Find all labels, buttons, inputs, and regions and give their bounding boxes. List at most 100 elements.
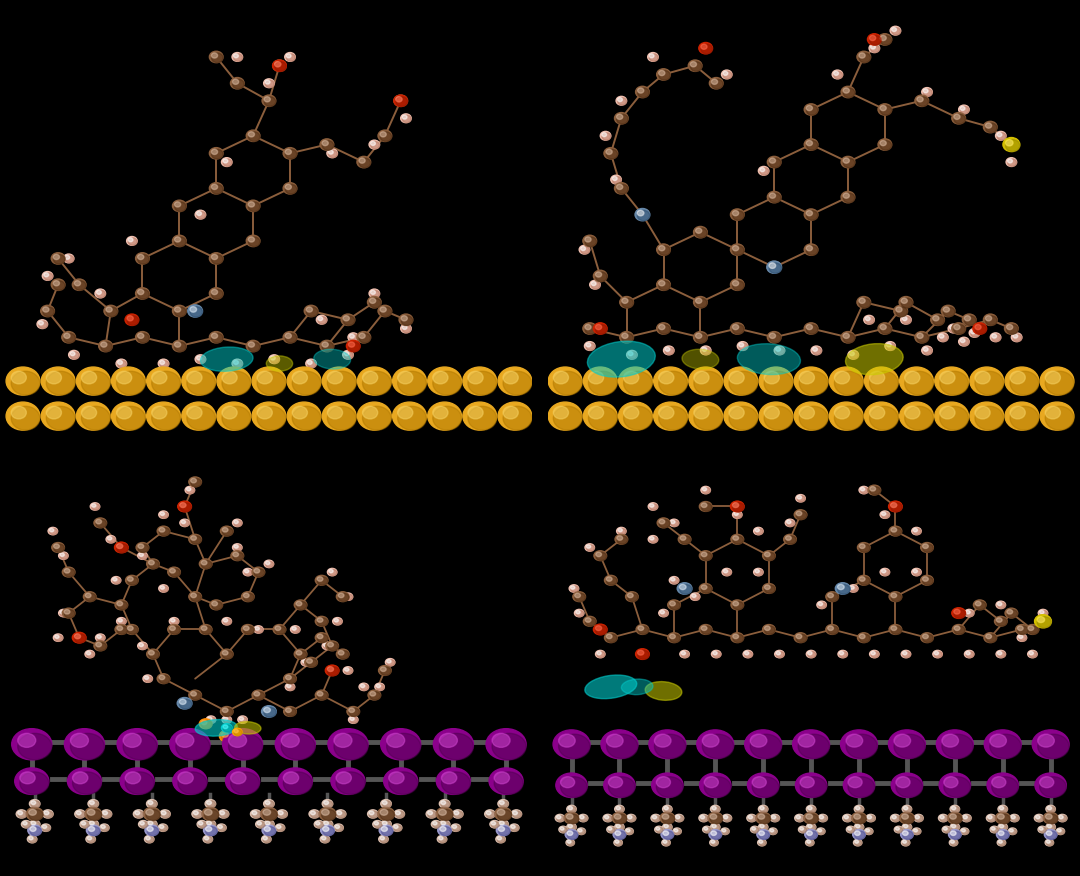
Circle shape — [136, 288, 149, 300]
Circle shape — [30, 827, 36, 831]
Circle shape — [311, 811, 315, 815]
Circle shape — [173, 236, 186, 247]
Circle shape — [652, 816, 661, 822]
Circle shape — [87, 837, 95, 843]
Circle shape — [950, 823, 959, 830]
Circle shape — [442, 772, 457, 784]
Circle shape — [770, 829, 773, 832]
Circle shape — [843, 158, 855, 167]
Circle shape — [904, 807, 908, 809]
Circle shape — [210, 148, 224, 159]
Circle shape — [607, 734, 638, 759]
Circle shape — [951, 807, 956, 809]
Circle shape — [769, 263, 775, 268]
Circle shape — [65, 256, 70, 259]
Circle shape — [428, 811, 436, 818]
Circle shape — [125, 576, 138, 585]
Circle shape — [901, 298, 913, 308]
Circle shape — [769, 828, 778, 835]
Circle shape — [279, 811, 283, 815]
Circle shape — [664, 807, 672, 813]
Circle shape — [589, 406, 604, 419]
Circle shape — [606, 576, 617, 585]
Circle shape — [1057, 815, 1067, 822]
Circle shape — [701, 44, 711, 53]
Circle shape — [386, 659, 395, 666]
Circle shape — [649, 730, 686, 759]
Circle shape — [933, 315, 944, 326]
Circle shape — [615, 814, 621, 819]
Circle shape — [890, 26, 901, 35]
Circle shape — [839, 652, 843, 654]
Circle shape — [17, 733, 52, 759]
Circle shape — [615, 805, 624, 813]
Circle shape — [880, 105, 892, 115]
Circle shape — [212, 184, 217, 189]
Circle shape — [951, 608, 966, 618]
Circle shape — [996, 812, 1010, 823]
Circle shape — [567, 831, 578, 839]
Circle shape — [233, 361, 239, 364]
Circle shape — [575, 593, 580, 597]
Circle shape — [270, 357, 280, 364]
Circle shape — [318, 576, 328, 585]
Circle shape — [106, 535, 116, 543]
Circle shape — [693, 297, 707, 308]
Circle shape — [210, 332, 224, 343]
Circle shape — [468, 371, 497, 395]
Circle shape — [636, 625, 649, 634]
Circle shape — [891, 503, 902, 512]
Circle shape — [212, 53, 224, 63]
Circle shape — [381, 827, 388, 831]
Circle shape — [273, 625, 286, 634]
Circle shape — [380, 837, 384, 840]
Circle shape — [252, 402, 286, 430]
Circle shape — [145, 836, 154, 843]
Circle shape — [697, 730, 733, 759]
Circle shape — [659, 324, 665, 329]
Circle shape — [799, 406, 828, 430]
Circle shape — [807, 105, 818, 115]
Ellipse shape — [846, 343, 903, 375]
Circle shape — [159, 527, 170, 536]
Circle shape — [191, 478, 202, 487]
Circle shape — [807, 105, 812, 110]
Circle shape — [212, 289, 224, 300]
Circle shape — [140, 822, 145, 825]
Circle shape — [995, 617, 1008, 626]
Circle shape — [212, 602, 217, 606]
Circle shape — [349, 342, 360, 351]
Circle shape — [160, 809, 171, 818]
Circle shape — [854, 831, 865, 839]
Circle shape — [794, 632, 807, 643]
Circle shape — [905, 406, 920, 419]
Circle shape — [58, 610, 68, 617]
Circle shape — [187, 487, 191, 491]
Circle shape — [1045, 814, 1052, 819]
Circle shape — [835, 371, 850, 384]
Circle shape — [197, 357, 202, 360]
Circle shape — [170, 626, 180, 634]
Circle shape — [334, 733, 352, 747]
Circle shape — [322, 837, 329, 843]
Circle shape — [117, 626, 127, 634]
Circle shape — [499, 801, 504, 804]
Circle shape — [988, 816, 993, 819]
Circle shape — [137, 289, 144, 294]
Circle shape — [869, 406, 885, 419]
Circle shape — [905, 406, 933, 430]
Circle shape — [257, 406, 286, 430]
Circle shape — [986, 634, 997, 643]
Circle shape — [606, 576, 612, 582]
Circle shape — [922, 576, 929, 582]
Circle shape — [961, 829, 969, 835]
Circle shape — [454, 811, 463, 818]
Circle shape — [499, 801, 509, 808]
Circle shape — [29, 809, 43, 821]
Circle shape — [880, 35, 887, 40]
Circle shape — [393, 402, 427, 430]
Circle shape — [320, 836, 329, 843]
Circle shape — [586, 343, 595, 350]
Circle shape — [327, 667, 334, 672]
Circle shape — [382, 822, 387, 825]
